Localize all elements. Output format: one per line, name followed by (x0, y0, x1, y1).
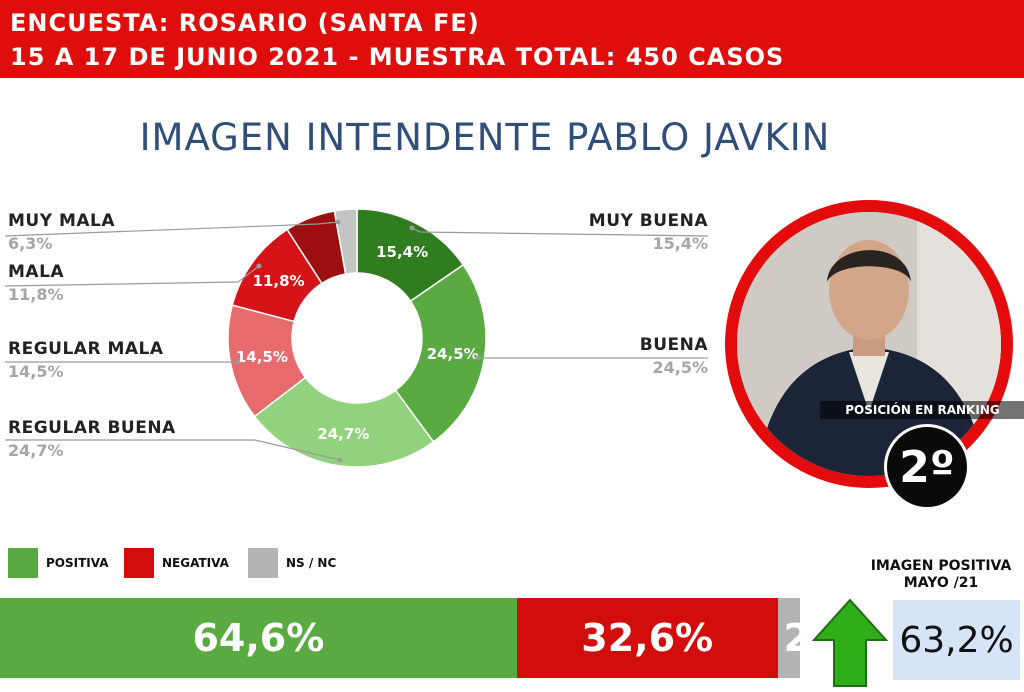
category-name: MUY MALA (8, 211, 116, 231)
arrow-up-icon (812, 598, 888, 687)
legend-label: POSITIVA (46, 556, 109, 570)
legend-label: NS / NC (286, 556, 337, 570)
person-icon (737, 212, 1001, 476)
previous-value: 63,2% (893, 600, 1020, 680)
category-name: REGULAR MALA (8, 339, 164, 359)
category-mala: MALA 11,8% (8, 262, 64, 304)
donut-value-label-regular-buena: 24,7% (317, 425, 369, 443)
legend-negativa: NEGATIVA (124, 548, 229, 578)
donut-slice-ns-nc (333, 208, 358, 275)
category-regular-buena: REGULAR BUENA 24,7% (8, 418, 176, 460)
leader-dot-muy-mala (335, 219, 341, 225)
category-value: 24,7% (8, 441, 64, 460)
category-value: 15,4% (652, 234, 708, 253)
previous-label-line2: MAYO /21 (903, 575, 979, 591)
header-banner: ENCUESTA: ROSARIO (SANTA FE) 15 A 17 DE … (0, 0, 1024, 78)
category-regular-mala: REGULAR MALA 14,5% (8, 339, 164, 381)
bar-segment-negativa: 32,6% (516, 598, 778, 678)
legend-positiva: POSITIVA (8, 548, 109, 578)
donut-value-label-regular-mala: 14,5% (236, 348, 288, 366)
leader-dot-mala (256, 263, 262, 269)
category-buena: BUENA 24,5% (560, 335, 708, 377)
donut-slice-buena (394, 263, 487, 443)
category-value: 6,3% (8, 234, 53, 253)
legend-swatch (248, 548, 278, 578)
previous-label: IMAGEN POSITIVA MAYO /21 (858, 558, 1024, 592)
category-name: MUY BUENA (588, 211, 708, 231)
survey-details: 15 A 17 DE JUNIO 2021 - MUESTRA TOTAL: 4… (10, 43, 785, 71)
category-muy-mala: MUY MALA 6,3% (8, 211, 115, 253)
leader-line-muy-mala (4, 221, 339, 237)
leader-line-regular-buena (5, 439, 341, 461)
portrait-photo (737, 212, 1001, 476)
stacked-bar: 64,6% 32,6% 2,8 (0, 598, 800, 678)
bar-segment-nsnc: 2,8 (777, 598, 800, 678)
ranking-label: POSICIÓN EN RANKING (820, 401, 1024, 419)
survey-title: ENCUESTA: ROSARIO (SANTA FE) (10, 9, 480, 37)
leader-dot-regular-mala (235, 359, 241, 365)
category-muy-buena: MUY BUENA 15,4% (560, 211, 708, 253)
legend-nsnc: NS / NC (248, 548, 336, 578)
category-value: 24,5% (652, 358, 708, 377)
donut-value-label-muy-buena: 15,4% (376, 243, 428, 261)
donut-chart: 15,4% 24,5% 24,7% 14,5% 11,8% (4, 208, 709, 468)
donut-slice-regular-buena (253, 376, 435, 468)
category-name: BUENA (639, 335, 708, 355)
previous-label-line1: IMAGEN POSITIVA (870, 558, 1012, 574)
donut-value-label-buena: 24,5% (427, 345, 479, 363)
leader-line-muy-buena (411, 227, 709, 237)
category-value: 14,5% (8, 362, 64, 381)
donut-value-label-mala: 11,8% (253, 272, 305, 290)
leader-dot-regular-buena (337, 457, 343, 463)
ranking-badge: 2º (884, 424, 970, 510)
bar-segment-positiva: 64,6% (0, 598, 517, 678)
leader-line-mala (4, 265, 260, 287)
category-value: 11,8% (8, 285, 64, 304)
legend-swatch (124, 548, 154, 578)
page-title: IMAGEN INTENDENTE PABLO JAVKIN (139, 116, 831, 159)
leader-dot-muy-buena (409, 225, 415, 231)
legend-swatch (8, 548, 38, 578)
leader-dot-buena (475, 355, 481, 361)
category-name: REGULAR BUENA (8, 418, 176, 438)
legend-label: NEGATIVA (162, 556, 229, 570)
category-name: MALA (8, 262, 65, 282)
